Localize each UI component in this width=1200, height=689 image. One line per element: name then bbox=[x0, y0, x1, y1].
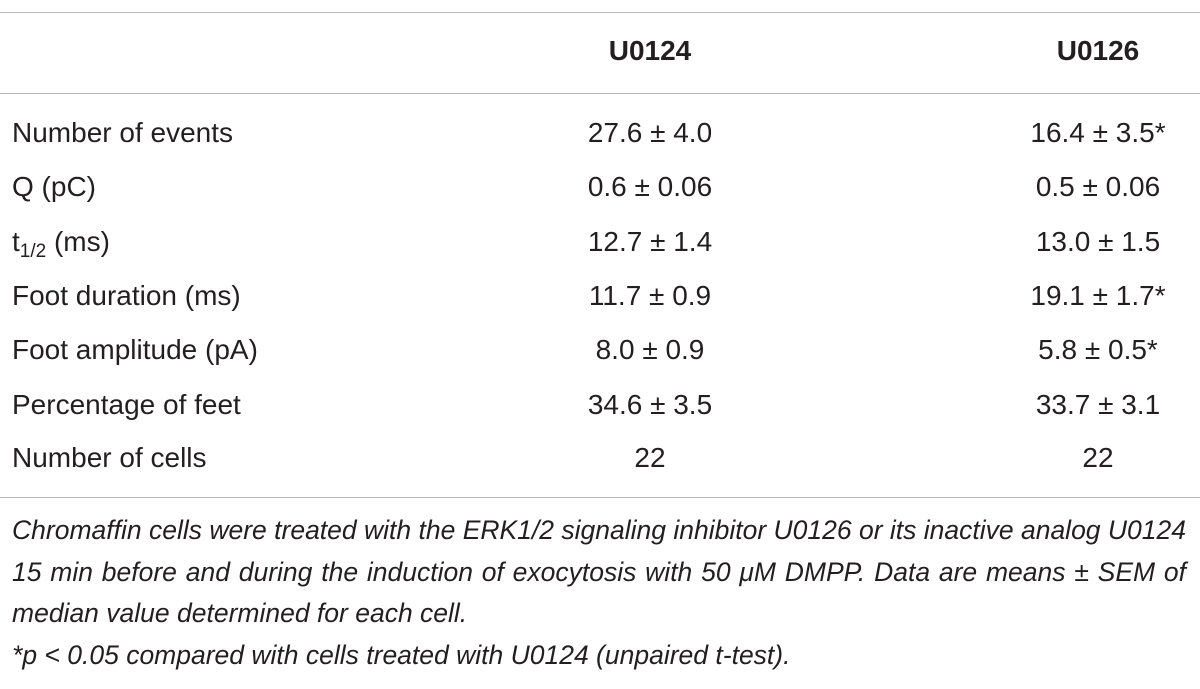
column-header: U0126 bbox=[1056, 35, 1140, 66]
row-label: Q (pC) bbox=[12, 171, 96, 202]
table-cell: 13.0 ± 1.5 bbox=[1035, 226, 1161, 257]
row-label: Percentage of feet bbox=[12, 389, 241, 420]
label-unit: (ms) bbox=[53, 226, 110, 257]
table-cell: 16.4 ± 3.5* bbox=[1030, 117, 1166, 148]
label-main: t bbox=[12, 226, 20, 257]
bottom-rule bbox=[0, 497, 1200, 498]
table-cell: 8.0 ± 0.9 bbox=[595, 334, 705, 365]
footnote: Chromaffin cells were treated with the E… bbox=[12, 510, 1186, 676]
table-cell: 12.7 ± 1.4 bbox=[587, 226, 713, 257]
table-cell: 33.7 ± 3.1 bbox=[1035, 389, 1161, 420]
table-cell: 0.6 ± 0.06 bbox=[587, 171, 713, 202]
row-label: Foot amplitude (pA) bbox=[12, 334, 258, 365]
table-cell: 22 bbox=[1082, 442, 1114, 473]
header-rule bbox=[0, 93, 1200, 94]
table-cell: 0.5 ± 0.06 bbox=[1035, 171, 1161, 202]
label-subscript: 1/2 bbox=[19, 241, 47, 262]
table-cell: 5.8 ± 0.5* bbox=[1038, 334, 1158, 365]
row-label: Number of cells bbox=[12, 442, 207, 473]
top-rule bbox=[0, 12, 1200, 13]
footnote-text: Chromaffin cells were treated with the E… bbox=[12, 515, 1186, 628]
row-label: Number of events bbox=[12, 117, 233, 148]
row-label: t1/2 (ms) bbox=[12, 225, 110, 262]
table-cell: 22 bbox=[634, 442, 666, 473]
column-header: U0124 bbox=[608, 35, 692, 66]
table-cell: 19.1 ± 1.7* bbox=[1030, 280, 1166, 311]
table-cell: 27.6 ± 4.0 bbox=[587, 117, 713, 148]
table-cell: 34.6 ± 3.5 bbox=[587, 389, 713, 420]
footnote-significance: *p < 0.05 compared with cells treated wi… bbox=[12, 639, 791, 670]
table-cell: 11.7 ± 0.9 bbox=[588, 280, 712, 311]
row-label: Foot duration (ms) bbox=[12, 280, 241, 311]
